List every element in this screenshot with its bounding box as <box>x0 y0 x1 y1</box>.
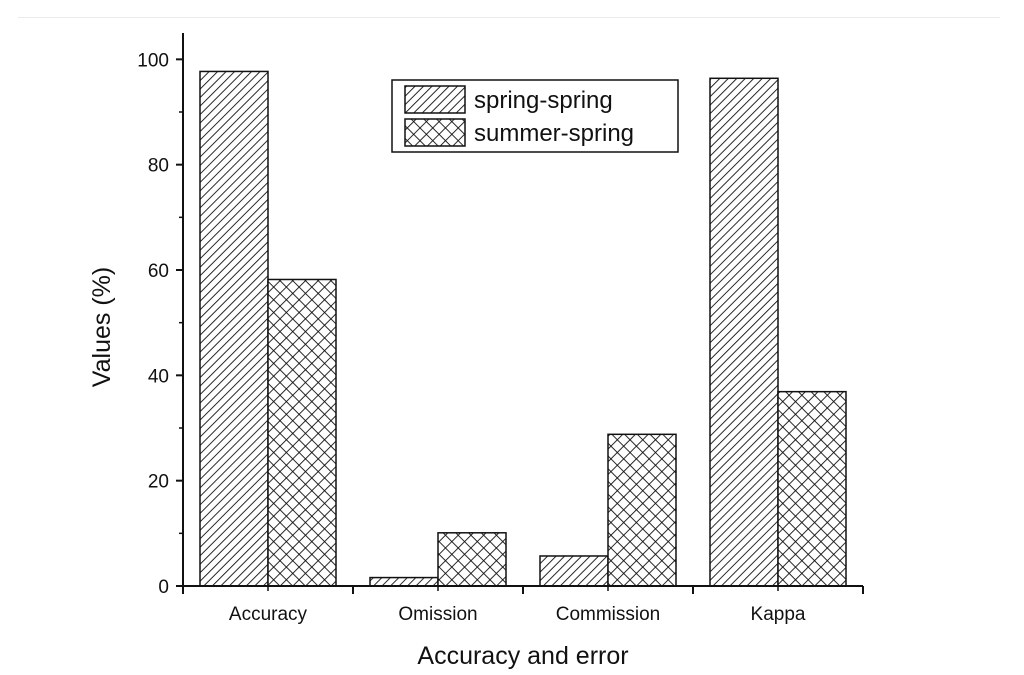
x-category-label: Commission <box>556 604 661 625</box>
bars-layer <box>199 70 847 587</box>
x-category-label: Omission <box>398 604 477 625</box>
bar-spring-spring-commission <box>539 555 609 587</box>
y-tick-label: 40 <box>148 366 169 387</box>
y-tick-label: 20 <box>148 472 169 493</box>
y-tick-label: 0 <box>158 577 169 598</box>
y-tick-label: 80 <box>148 156 169 177</box>
bar-spring-spring-kappa <box>709 77 779 587</box>
legend-label-summer-spring: summer-spring <box>474 120 634 147</box>
x-category-label: Kappa <box>751 604 806 625</box>
y-tick-label: 60 <box>148 261 169 282</box>
x-ticks: Accuracy Omission Commission Kappa <box>182 586 864 625</box>
y-axis-title: Values (%) <box>88 267 116 387</box>
bar-spring-spring-omission <box>369 576 439 587</box>
x-axis-title: Accuracy and error <box>417 642 628 670</box>
x-category-label: Accuracy <box>229 604 308 625</box>
legend-swatch-summer-spring <box>404 118 466 147</box>
y-tick-label: 100 <box>137 50 169 71</box>
legend-label-spring-spring: spring-spring <box>474 87 613 114</box>
bar-summer-spring-commission <box>607 433 677 587</box>
bar-summer-spring-accuracy <box>267 278 337 587</box>
y-ticks: 0 20 40 60 80 100 <box>137 50 183 598</box>
legend-swatch-spring-spring <box>404 85 466 114</box>
legend: spring-spring summer-spring <box>391 79 679 153</box>
bar-summer-spring-omission <box>437 532 507 587</box>
top-divider-line <box>18 17 1000 18</box>
bar-summer-spring-kappa <box>777 390 847 587</box>
bar-spring-spring-accuracy <box>199 70 269 587</box>
